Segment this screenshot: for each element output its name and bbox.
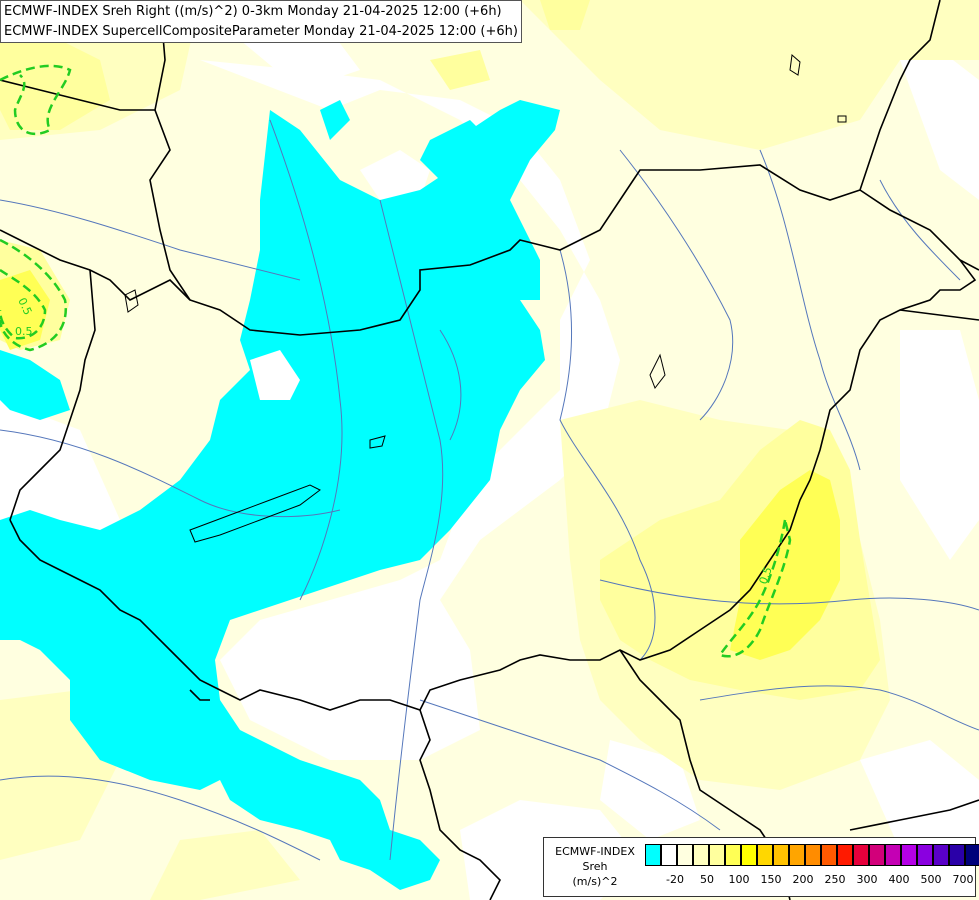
legend-tick-label: 50 <box>700 873 714 886</box>
legend-swatch <box>949 844 965 866</box>
legend-swatch <box>869 844 885 866</box>
legend-swatch <box>821 844 837 866</box>
legend-swatch <box>693 844 709 866</box>
cyan-fields <box>0 100 560 890</box>
legend-tick-label: 300 <box>856 873 878 886</box>
legend-label: ECMWF-INDEX Sreh (m/s)^2 <box>546 844 644 889</box>
legend-ticks: -20 50 100 150 200 250 300 400 500 700 <box>645 873 975 889</box>
legend-label-variable: Sreh <box>582 860 608 873</box>
legend-swatch <box>661 844 677 866</box>
legend-label-unit: (m/s)^2 <box>572 875 618 888</box>
legend-swatch <box>901 844 917 866</box>
legend-swatch <box>789 844 805 866</box>
legend-tick-label: 700 <box>952 873 974 886</box>
legend-swatches <box>645 844 979 866</box>
legend-tick-label: 200 <box>792 873 814 886</box>
legend-swatch <box>677 844 693 866</box>
scp-label-2: 0.5 <box>15 325 33 338</box>
legend-swatch <box>837 844 853 866</box>
title-line-scp: ECMWF-INDEX SupercellCompositeParameter … <box>4 24 518 39</box>
legend-swatch <box>709 844 725 866</box>
legend-swatch <box>741 844 757 866</box>
legend-tick-label: 500 <box>920 873 942 886</box>
legend-tick-label: -20 <box>666 873 684 886</box>
legend-swatch <box>725 844 741 866</box>
legend-tick-label: 150 <box>760 873 782 886</box>
map-title-box: ECMWF-INDEX Sreh Right ((m/s)^2) 0-3km M… <box>0 0 522 43</box>
legend-swatch <box>885 844 901 866</box>
legend-swatch <box>917 844 933 866</box>
legend-swatch <box>933 844 949 866</box>
scp-label-3: 0.5 <box>757 565 775 586</box>
rivers <box>0 119 979 861</box>
legend-swatch <box>805 844 821 866</box>
legend-swatch <box>757 844 773 866</box>
legend-swatch <box>645 844 661 866</box>
legend-swatch <box>965 844 979 866</box>
legend-tick-label: 100 <box>728 873 750 886</box>
legend-tick-label: 250 <box>824 873 846 886</box>
lakes <box>124 54 847 543</box>
color-legend: ECMWF-INDEX Sreh (m/s)^2 -20 50 100 150 200 2… <box>543 837 979 897</box>
legend-swatch <box>773 844 789 866</box>
title-line-sreh: ECMWF-INDEX Sreh Right ((m/s)^2) 0-3km M… <box>4 4 502 19</box>
legend-swatch <box>853 844 869 866</box>
scp-contours <box>0 64 792 658</box>
legend-tick-label: 400 <box>888 873 910 886</box>
legend-label-source: ECMWF-INDEX <box>555 845 635 858</box>
